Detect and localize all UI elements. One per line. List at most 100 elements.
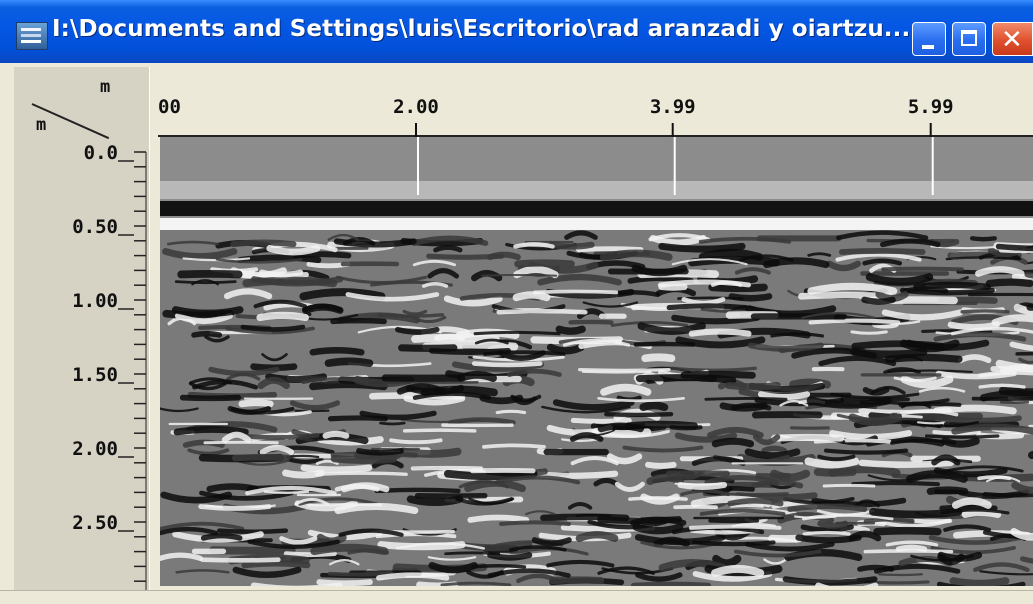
reflection-streak xyxy=(669,306,746,308)
close-icon: ✕ xyxy=(1001,27,1023,53)
reflection-streak xyxy=(601,426,640,429)
surface-haze xyxy=(160,181,1033,199)
reflection-streak xyxy=(270,248,317,252)
reflection-streak xyxy=(865,551,951,552)
reflection-streak xyxy=(648,465,674,466)
reflection-streak xyxy=(309,504,381,505)
reflection-streak xyxy=(999,247,1033,249)
reflection-streak xyxy=(604,253,669,257)
reflection-streak xyxy=(490,555,529,558)
reflection-streak xyxy=(808,461,855,464)
reflection-streak xyxy=(484,445,544,447)
reflection-streak xyxy=(694,542,773,544)
radar-app-icon[interactable] xyxy=(16,22,48,50)
close-button[interactable]: ✕ xyxy=(992,22,1033,56)
reflection-streak xyxy=(176,282,235,283)
reflection-streak xyxy=(245,563,308,565)
reflection-streak xyxy=(853,483,938,484)
reflection-streak xyxy=(729,386,778,387)
reflection-streak xyxy=(730,501,781,504)
reflection-streak xyxy=(956,501,988,505)
reflection-streak xyxy=(877,531,938,532)
window-bottom-edge xyxy=(0,590,1033,604)
reflection-streak xyxy=(559,329,582,331)
reflection-streak xyxy=(579,249,642,250)
reflection-streak xyxy=(916,521,951,522)
reflection-streak xyxy=(715,569,760,573)
reflection-streak xyxy=(852,332,886,333)
reflection-streak xyxy=(333,321,384,322)
reflection-streak xyxy=(235,457,287,458)
reflection-streak xyxy=(723,406,764,408)
reflection-streak xyxy=(470,517,526,520)
reflection-streak xyxy=(989,282,1029,283)
reflection-streak xyxy=(210,487,256,490)
reflection-streak xyxy=(474,364,540,365)
reflection-streak xyxy=(715,441,750,444)
maximize-icon xyxy=(961,30,977,46)
reflection-streak xyxy=(748,452,797,456)
reflection-streak xyxy=(535,540,569,543)
maximize-button[interactable] xyxy=(952,22,986,56)
reflection-streak xyxy=(712,287,764,288)
reflection-streak xyxy=(202,560,278,561)
reflection-streak xyxy=(335,459,394,461)
reflection-streak xyxy=(330,574,392,575)
reflection-streak xyxy=(972,238,994,239)
ruler-separator xyxy=(149,67,159,595)
reflection-streak xyxy=(183,398,239,399)
reflection-streak xyxy=(319,582,370,583)
depth-scale: 0.00.501.001.502.002.50 xyxy=(14,67,149,591)
reflection-streak xyxy=(349,550,387,552)
title-bar: I:\Documents and Settings\luis\Escritori… xyxy=(0,0,1033,64)
reflection-streak xyxy=(482,275,556,276)
reflection-streak xyxy=(326,434,347,436)
depth-tick-label: 1.00 xyxy=(72,290,118,312)
reflection-streak xyxy=(917,285,988,287)
reflection-streak xyxy=(499,311,586,312)
reflection-streak xyxy=(415,338,496,339)
reflection-streak xyxy=(317,473,406,474)
reflection-streak xyxy=(860,567,892,569)
reflection-streak xyxy=(639,378,713,379)
reflection-streak xyxy=(379,575,447,578)
minimize-button[interactable] xyxy=(912,22,946,56)
reflection-streak xyxy=(643,405,664,407)
reflection-streak xyxy=(826,451,906,453)
reflection-streak xyxy=(176,310,240,314)
reflection-streak xyxy=(941,555,979,558)
reflection-streak xyxy=(579,535,614,539)
radargram-view[interactable] xyxy=(160,137,1033,586)
reflection-streak xyxy=(804,532,849,534)
reflection-streak xyxy=(951,325,997,327)
reflection-streak xyxy=(391,440,440,442)
reflection-streak xyxy=(650,478,680,482)
reflection-streak xyxy=(939,418,1019,420)
reflection-streak xyxy=(898,547,924,549)
reflection-streak xyxy=(889,357,959,359)
reflection-streak xyxy=(662,246,742,249)
reflection-streak xyxy=(331,418,386,419)
reflection-streak xyxy=(965,513,998,515)
reflection-streak xyxy=(706,398,786,399)
reflection-streak xyxy=(240,258,318,260)
reflection-streak xyxy=(328,361,369,363)
reflection-streak xyxy=(448,474,534,476)
reflection-streak xyxy=(692,332,749,334)
reflection-streak xyxy=(490,255,518,257)
reflection-streak xyxy=(344,486,386,490)
depth-tick-label: 0.50 xyxy=(72,216,118,238)
reflection-streak xyxy=(818,472,853,473)
reflection-streak xyxy=(515,244,552,246)
reflection-streak xyxy=(553,580,601,581)
reflection-streak xyxy=(290,460,322,462)
reflection-streak xyxy=(473,566,525,567)
reflection-streak xyxy=(260,315,305,317)
reflection-streak xyxy=(672,427,701,428)
reflection-streak xyxy=(901,404,960,405)
reflection-streak xyxy=(811,321,899,323)
reflection-streak xyxy=(764,448,784,450)
reflection-streak xyxy=(790,506,865,509)
